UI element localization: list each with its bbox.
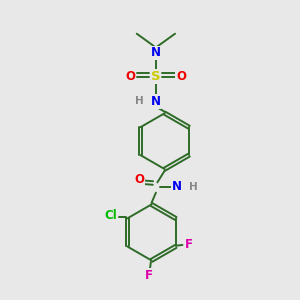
- Text: F: F: [145, 268, 152, 282]
- Text: F: F: [185, 238, 193, 251]
- Text: H: H: [135, 96, 144, 106]
- Text: O: O: [176, 70, 186, 83]
- Text: N: N: [151, 46, 161, 59]
- Text: Cl: Cl: [105, 209, 117, 222]
- Text: N: N: [151, 95, 161, 108]
- Text: H: H: [189, 182, 198, 192]
- Text: O: O: [126, 70, 136, 83]
- Text: O: O: [135, 173, 145, 186]
- Text: N: N: [172, 180, 182, 193]
- Text: S: S: [151, 70, 161, 83]
